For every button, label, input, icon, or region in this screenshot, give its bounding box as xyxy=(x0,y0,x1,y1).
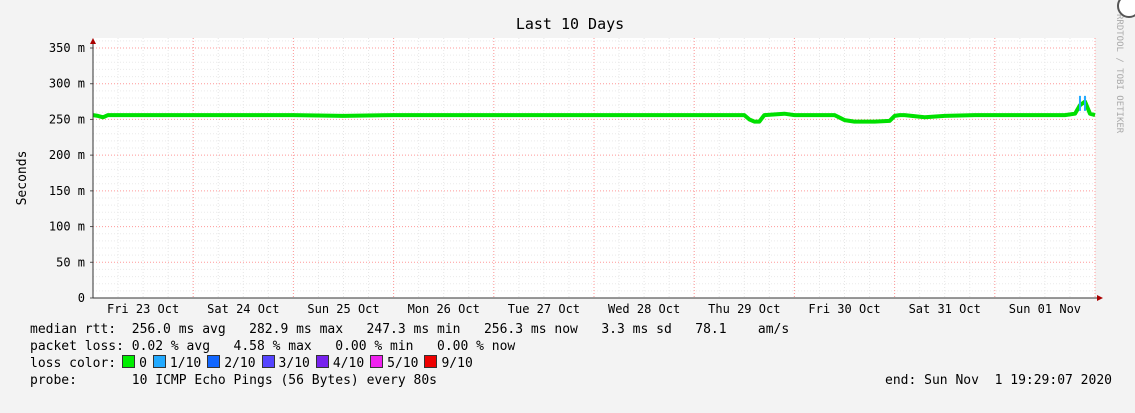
loss-color-entry: 4/10 xyxy=(310,355,365,371)
loss-color-swatch xyxy=(122,355,136,368)
median-rtt-label: median rtt: xyxy=(30,322,117,337)
loss-color-entry: 1/10 xyxy=(147,355,202,371)
loss-color-swatch xyxy=(424,355,438,368)
loss-color-entry: 5/10 xyxy=(364,355,419,371)
loss-color-entry: 0 xyxy=(116,355,147,371)
y-axis-arrow xyxy=(90,38,96,44)
loss-color-legend: 0 1/10 2/10 3/10 4/10 5/10 9/10 xyxy=(116,355,473,371)
packet-loss-label: packet loss: xyxy=(30,339,124,354)
x-tick-label: Sun 25 Oct xyxy=(307,302,379,316)
x-tick-label: Wed 28 Oct xyxy=(608,302,680,316)
loss-color-label-text: 0 xyxy=(139,356,147,371)
x-tick-label: Thu 29 Oct xyxy=(708,302,780,316)
loss-color-swatch xyxy=(152,355,166,368)
loss-color-label-text: 5/10 xyxy=(387,356,419,371)
median-rtt-values: 256.0 ms avg 282.9 ms max 247.3 ms min 2… xyxy=(131,322,790,337)
rrdtool-watermark: RRDTOOL / TOBI OETIKER xyxy=(1114,14,1124,134)
x-tick-label: Mon 26 Oct xyxy=(408,302,480,316)
corner-circle-icon xyxy=(1117,0,1135,18)
chart-title: Last 10 Days xyxy=(516,15,624,33)
loss-color-swatch xyxy=(261,355,275,368)
x-tick-label: Fri 30 Oct xyxy=(808,302,880,316)
y-tick-label: 250 m xyxy=(49,112,85,126)
y-tick-label: 0 xyxy=(78,291,85,305)
loss-color-entry: 3/10 xyxy=(256,355,310,371)
y-tick-label: 300 m xyxy=(49,77,85,91)
end-time: end: Sun Nov 1 19:29:07 2020 xyxy=(885,373,1112,388)
packet-loss-row: packet loss: 0.02 % avg 4.58 % max 0.00 … xyxy=(30,338,515,355)
x-tick-label: Sun 01 Nov xyxy=(1009,302,1081,316)
latency-chart: 0 50 m 100 m 150 m 200 m 250 m 300 m 350 m Fri 2… xyxy=(15,14,1124,316)
loss-color-label-text: 3/10 xyxy=(278,356,310,371)
x-tick-label: Sat 24 Oct xyxy=(207,302,279,316)
loss-color-label: loss color: xyxy=(30,356,117,371)
y-tick-label: 100 m xyxy=(49,220,85,234)
loss-color-label-text: 2/10 xyxy=(224,356,256,371)
loss-color-swatch xyxy=(207,355,221,368)
x-tick-label: Sat 31 Oct xyxy=(909,302,981,316)
loss-color-swatch xyxy=(370,355,384,368)
loss-color-label-text: 4/10 xyxy=(332,356,365,371)
y-tick-label: 50 m xyxy=(56,255,85,269)
median-rtt-row: median rtt: 256.0 ms avg 282.9 ms max 24… xyxy=(30,321,789,338)
y-tick-label: 350 m xyxy=(49,41,85,55)
loss-color-entry: 9/10 xyxy=(418,355,473,371)
y-tick-label: 200 m xyxy=(49,148,85,162)
y-tick-label: 150 m xyxy=(49,184,85,198)
loss-color-label-text: 1/10 xyxy=(169,356,202,371)
y-axis-label: Seconds xyxy=(15,151,30,206)
loss-color-row: loss color: 0 1/10 2/10 3/10 4/10 5/10 9/10 xyxy=(30,355,473,372)
loss-color-swatch xyxy=(315,355,329,368)
probe-value: 10 ICMP Echo Pings (56 Bytes) every 80s xyxy=(131,373,438,388)
packet-loss-values: 0.02 % avg 4.58 % max 0.00 % min 0.00 % … xyxy=(131,339,516,354)
probe-label: probe: xyxy=(30,373,77,388)
rtt-median-line xyxy=(92,99,1096,124)
probe-row: probe: 10 ICMP Echo Pings (56 Bytes) eve… xyxy=(30,372,437,389)
x-axis-arrow xyxy=(1097,295,1103,301)
loss-color-label-text: 9/10 xyxy=(441,356,473,371)
x-tick-label: Tue 27 Oct xyxy=(508,302,580,316)
loss-color-entry: 2/10 xyxy=(201,355,256,371)
x-tick-label: Fri 23 Oct xyxy=(107,302,179,316)
